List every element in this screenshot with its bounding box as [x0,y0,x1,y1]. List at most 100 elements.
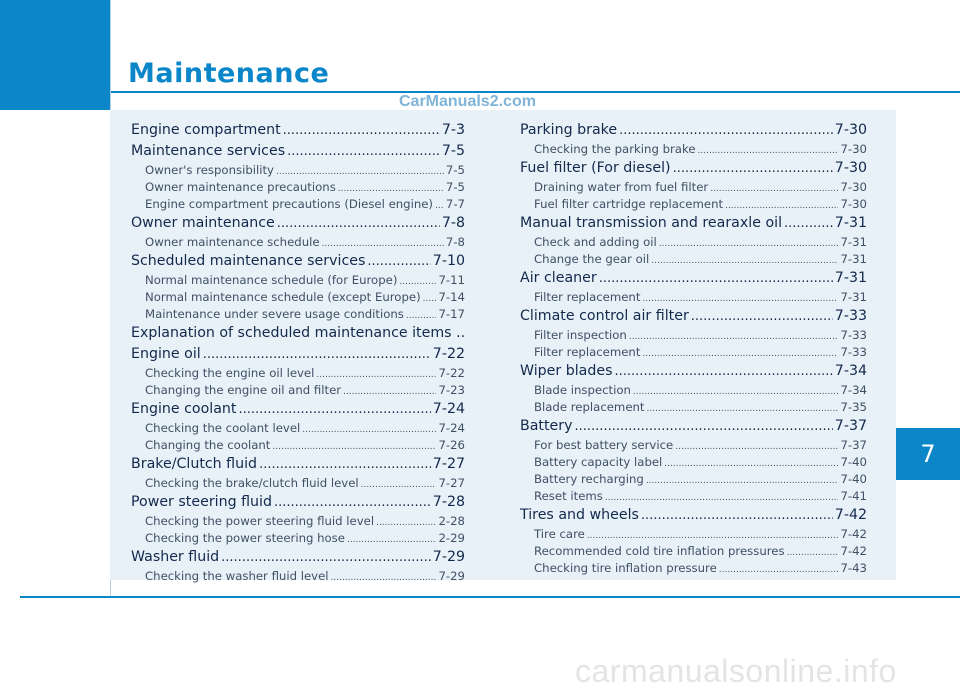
toc-entry-page: 7-8 [445,235,465,249]
toc-entry-title: Reset items [534,489,603,503]
toc-entry-title: Checking the brake/clutch fluid level [145,476,359,490]
dot-leader [629,329,839,344]
toc-entry-title: Owner maintenance [131,215,275,231]
toc-subsection-entry[interactable]: Battery capacity label 7-40 [520,454,867,471]
toc-entry-page: 2-29 [438,531,465,545]
toc-subsection-entry[interactable]: Changing the engine oil and filter 7-23 [131,382,465,399]
dot-leader [221,547,431,568]
toc-section-entry[interactable]: Owner maintenance 7-8 [131,213,465,234]
toc-section-entry[interactable]: Engine coolant 7-24 [131,399,465,420]
toc-subsection-entry[interactable]: Checking the washer fluid level 7-29 [131,568,465,585]
toc-entry-title: Brake/Clutch fluid [131,456,258,472]
toc-entry-page: 7-27 [432,456,465,472]
toc-section-entry[interactable]: Explanation of scheduled maintenance ite… [131,323,465,344]
toc-subsection-entry[interactable]: Checking the power steering hose 2-29 [131,530,465,547]
toc-subsection-entry[interactable]: Checking the power steering fluid level 2… [131,513,465,530]
toc-subsection-entry[interactable]: Reset items 7-41 [520,488,867,505]
toc-section-entry[interactable]: Wiper blades 7-34 [520,361,867,382]
toc-section-entry[interactable]: Parking brake 7-30 [520,120,867,141]
toc-subsection-entry[interactable]: Owner maintenance precautions 7-5 [131,179,465,196]
toc-entry-title: Filter replacement [534,345,641,359]
toc-section-entry[interactable]: Tires and wheels 7-42 [520,505,867,526]
toc-entry-page: 7-40 [840,455,867,469]
dot-leader [367,251,430,272]
dot-leader [423,291,437,306]
toc-subsection-entry[interactable]: Checking the brake/clutch fluid level 7-2… [131,475,465,492]
toc-section-entry[interactable]: Brake/Clutch fluid 7-27 [131,454,465,475]
toc-subsection-entry[interactable]: Engine compartment precautions (Diesel e… [131,196,465,213]
page-title: Maintenance [128,58,330,89]
toc-section-entry[interactable]: Fuel filter (For diesel) 7-30 [520,158,867,179]
toc-entry-page: 7-5 [441,143,465,159]
toc-section-entry[interactable]: Manual transmission and rearaxle oil 7-31 [520,213,867,234]
toc-section-entry[interactable]: Battery 7-37 [520,416,867,437]
toc-subsection-entry[interactable]: Change the gear oil 7-31 [520,251,867,268]
toc-entry-title: Filter replacement [534,290,641,304]
dot-leader [599,268,833,289]
toc-entry-title: Manual transmission and rearaxle oil [520,215,783,231]
toc-subsection-entry[interactable]: Blade replacement 7-35 [520,399,867,416]
toc-entry-page: 7-24 [438,421,465,435]
toc-subsection-entry[interactable]: Draining water from fuel filter 7-30 [520,179,867,196]
dot-leader [642,346,838,361]
toc-subsection-entry[interactable]: Filter inspection 7-33 [520,327,867,344]
toc-entry-title: Engine compartment precautions (Diesel e… [145,197,433,211]
dot-leader [664,456,838,471]
toc-entry-title: Checking the engine oil level [145,366,315,380]
toc-entry-title: Checking tire inflation pressure [534,561,717,575]
dot-leader [646,473,839,488]
toc-subsection-entry[interactable]: Recommended cold tire inflation pressure… [520,543,867,560]
toc-subsection-entry[interactable]: Filter replacement 7-33 [520,344,867,361]
toc-entry-page: 7-37 [840,438,867,452]
toc-section-entry[interactable]: Engine compartment 7-3 [131,120,465,141]
toc-entry-title: Climate control air filter [520,308,689,324]
dot-leader [347,532,437,547]
toc-subsection-entry[interactable]: Checking the coolant level 7-24 [131,420,465,437]
toc-entry-page: 7-17 [438,307,465,321]
dot-leader [259,454,431,475]
toc-subsection-entry[interactable]: Battery recharging 7-40 [520,471,867,488]
chapter-tab[interactable]: 7 [896,428,960,480]
toc-section-entry[interactable]: Washer fluid 7-29 [131,547,465,568]
toc-subsection-entry[interactable]: Tire care 7-42 [520,526,867,543]
toc-subsection-entry[interactable]: Check and adding oil 7-31 [520,234,867,251]
toc-subsection-entry[interactable]: Fuel filter cartridge replacement 7-30 [520,196,867,213]
toc-subsection-entry[interactable]: Normal maintenance schedule (except Euro… [131,289,465,306]
dot-leader [615,361,833,382]
toc-subsection-entry[interactable]: Checking the engine oil level 7-22 [131,365,465,382]
toc-subsection-entry[interactable]: Blade inspection 7-34 [520,382,867,399]
dot-leader [316,367,436,382]
toc-entry-page: 7-27 [438,476,465,490]
toc-section-entry[interactable]: Scheduled maintenance services 7-10 [131,251,465,272]
toc-subsection-entry[interactable]: Owner's responsibility 7-5 [131,162,465,179]
dot-leader [276,164,444,179]
toc-entry-title: Checking the power steering fluid level [145,514,375,528]
toc-section-entry[interactable]: Air cleaner 7-31 [520,268,867,289]
toc-subsection-entry[interactable]: Changing the coolant 7-26 [131,437,465,454]
toc-subsection-entry[interactable]: Checking tire inflation pressure 7-43 [520,560,867,577]
toc-subsection-entry[interactable]: For best battery service 7-37 [520,437,867,454]
toc-entry-page: 7-24 [432,401,465,417]
toc-subsection-entry[interactable]: Checking the parking brake 7-30 [520,141,867,158]
toc-section-entry[interactable]: Power steering fluid 7-28 [131,492,465,513]
toc-section-entry[interactable]: Climate control air filter 7-33 [520,306,867,327]
toc-subsection-entry[interactable]: Normal maintenance schedule (for Europe)… [131,272,465,289]
toc-subsection-entry[interactable]: Maintenance under severe usage condition… [131,306,465,323]
dot-leader [376,515,436,530]
dot-leader [633,384,839,399]
toc-entry-title: Power steering fluid [131,494,272,510]
toc-entry-title: Air cleaner [520,270,597,286]
toc-entry-page: 7-31 [834,215,867,231]
toc-entry-title: Tire care [534,527,585,541]
toc-entry-title: Checking the washer fluid level [145,569,329,583]
corner-block [0,0,110,110]
title-underline [110,91,960,93]
toc-section-entry[interactable]: Engine oil 7-22 [131,344,465,365]
toc-entry-title: Normal maintenance schedule (except Euro… [145,290,421,304]
toc-subsection-entry[interactable]: Owner maintenance schedule 7-8 [131,234,465,251]
toc-entry-page: 7-40 [840,472,867,486]
dot-leader [619,120,833,141]
toc-subsection-entry[interactable]: Filter replacement 7-31 [520,289,867,306]
toc-entry-page: 7-29 [432,549,465,565]
toc-section-entry[interactable]: Maintenance services 7-5 [131,141,465,162]
